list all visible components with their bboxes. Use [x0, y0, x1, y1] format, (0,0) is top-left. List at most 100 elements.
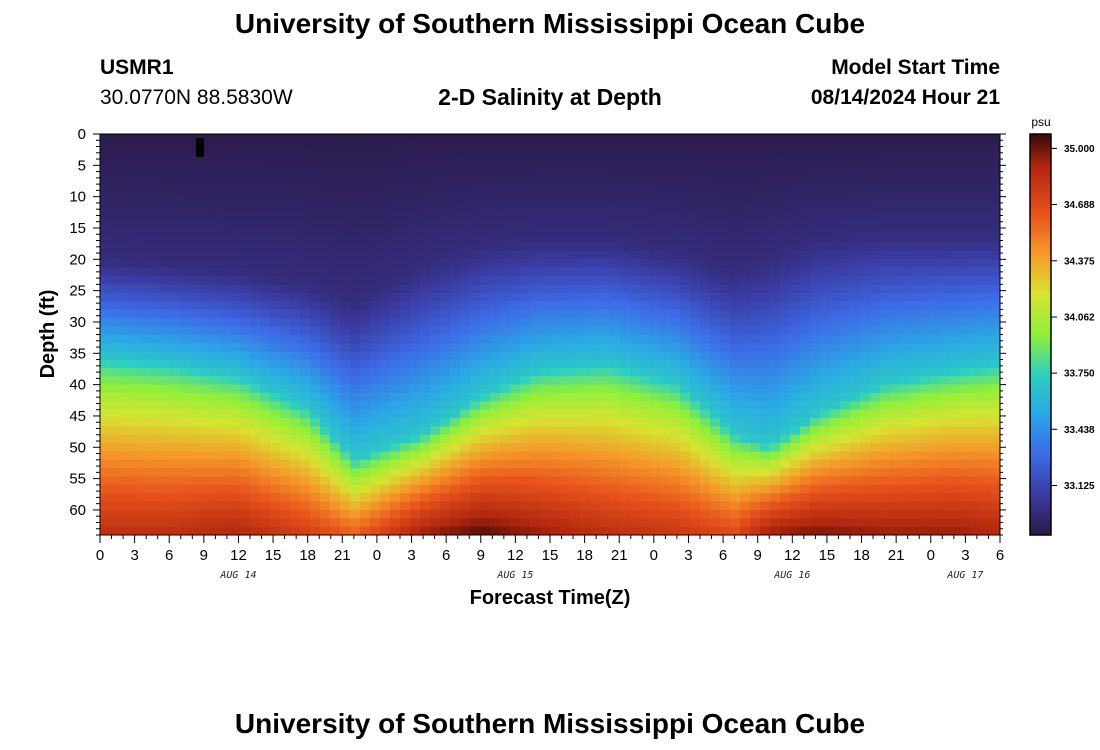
- heatmap-cell: [800, 150, 811, 160]
- heatmap-cell: [770, 301, 781, 311]
- heatmap-cell: [810, 518, 821, 528]
- heatmap-cell: [990, 134, 1000, 143]
- heatmap-cell: [920, 351, 931, 361]
- heatmap-cell: [460, 284, 471, 294]
- heatmap-cell: [950, 392, 961, 402]
- heatmap-cell: [110, 301, 121, 311]
- heatmap-cell: [900, 301, 911, 311]
- heatmap-cell: [490, 276, 501, 285]
- heatmap-cell: [580, 518, 591, 528]
- heatmap-cell: [410, 301, 421, 311]
- heatmap-cell: [990, 142, 1000, 152]
- heatmap-cell: [490, 342, 501, 352]
- heatmap-cell: [690, 192, 701, 202]
- heatmap-cell: [790, 334, 801, 344]
- heatmap-cell: [670, 476, 681, 486]
- heatmap-cell: [990, 359, 1000, 369]
- heatmap-cell: [380, 392, 391, 402]
- heatmap-cell: [820, 225, 831, 235]
- heatmap-cell: [410, 250, 421, 260]
- heatmap-cell: [130, 409, 141, 419]
- heatmap-cell: [550, 192, 561, 202]
- heatmap-cell: [210, 217, 221, 227]
- heatmap-cell: [390, 409, 401, 419]
- heatmap-cell: [960, 175, 971, 185]
- heatmap-cell: [370, 493, 381, 503]
- heatmap-cell: [550, 426, 561, 436]
- heatmap-cell: [510, 175, 521, 185]
- heatmap-cell: [310, 175, 321, 185]
- heatmap-cell: [950, 159, 961, 169]
- heatmap-cell: [810, 392, 821, 402]
- heatmap-cell: [970, 150, 981, 160]
- heatmap-cell: [540, 484, 551, 494]
- heatmap-cell: [430, 200, 441, 210]
- heatmap-cell: [170, 317, 181, 327]
- heatmap-cell: [380, 376, 391, 386]
- heatmap-cell: [390, 334, 401, 344]
- heatmap-cell: [640, 401, 651, 411]
- heatmap-cell: [370, 200, 381, 210]
- x-tick-label: 12: [230, 547, 247, 564]
- heatmap-cell: [810, 501, 821, 511]
- heatmap-cell: [350, 484, 361, 494]
- heatmap-cell: [470, 501, 481, 511]
- heatmap-cell: [910, 468, 921, 478]
- heatmap-cell: [320, 484, 331, 494]
- heatmap-cell: [770, 225, 781, 235]
- heatmap-cell: [910, 376, 921, 386]
- heatmap-cell: [370, 142, 381, 152]
- heatmap-cell: [830, 367, 841, 377]
- heatmap-cell: [300, 217, 311, 227]
- heatmap-cell: [680, 384, 691, 394]
- heatmap-cell: [230, 209, 241, 219]
- heatmap-cell: [670, 351, 681, 361]
- heatmap-cell: [990, 267, 1000, 277]
- heatmap-cell: [280, 518, 291, 528]
- heatmap-cell: [370, 459, 381, 469]
- heatmap-cell: [760, 476, 771, 486]
- heatmap-cell: [850, 392, 861, 402]
- heatmap-cell: [480, 459, 491, 469]
- heatmap-cell: [300, 150, 311, 160]
- heatmap-cell: [360, 309, 371, 319]
- heatmap-cell: [430, 184, 441, 194]
- heatmap-cell: [380, 242, 391, 252]
- heatmap-cell: [350, 175, 361, 185]
- heatmap-cell: [300, 367, 311, 377]
- heatmap-cell: [370, 159, 381, 169]
- heatmap-cell: [660, 376, 671, 386]
- heatmap-cell: [200, 409, 211, 419]
- heatmap-cell: [200, 192, 211, 202]
- heatmap-cell: [980, 334, 991, 344]
- heatmap-cell: [780, 317, 791, 327]
- heatmap-cell: [540, 225, 551, 235]
- heatmap-cell: [440, 267, 451, 277]
- heatmap-cell: [120, 384, 131, 394]
- heatmap-cell: [420, 200, 431, 210]
- heatmap-cell: [770, 167, 781, 177]
- heatmap-cell: [630, 250, 641, 260]
- heatmap-cell: [210, 192, 221, 202]
- heatmap-cell: [840, 217, 851, 227]
- heatmap-cell: [930, 292, 941, 302]
- heatmap-cell: [970, 301, 981, 311]
- heatmap-cell: [470, 242, 481, 252]
- heatmap-cell: [500, 309, 511, 319]
- heatmap-cell: [150, 509, 161, 519]
- heatmap-cell: [630, 418, 641, 427]
- heatmap-cell: [780, 167, 791, 177]
- heatmap-cell: [240, 384, 251, 394]
- heatmap-cell: [500, 351, 511, 361]
- heatmap-cell: [790, 292, 801, 302]
- heatmap-cell: [990, 342, 1000, 352]
- heatmap-cell: [180, 434, 191, 444]
- heatmap-cell: [860, 509, 871, 519]
- heatmap-cell: [970, 509, 981, 519]
- heatmap-cell: [660, 484, 671, 494]
- heatmap-cell: [600, 317, 611, 327]
- heatmap-cell: [190, 150, 201, 160]
- x-tick-label: 3: [130, 547, 138, 564]
- heatmap-cell: [950, 518, 961, 528]
- heatmap-cell: [610, 493, 621, 503]
